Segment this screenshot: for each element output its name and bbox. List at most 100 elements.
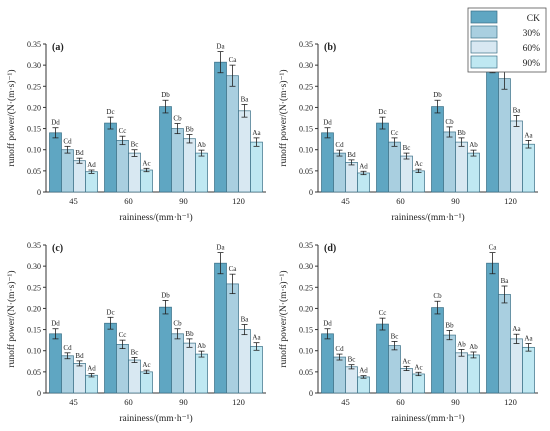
significance-label: Db [161, 291, 170, 299]
x-tick-label: 90 [451, 196, 460, 206]
legend-swatch [470, 25, 498, 39]
significance-label: Aa [524, 131, 533, 139]
bar [498, 78, 511, 193]
significance-label: Bc [131, 141, 139, 149]
significance-label: Cc [391, 129, 399, 137]
bar [195, 152, 208, 193]
bar [171, 333, 184, 394]
x-axis-title: raininess/(mm·h⁻¹) [391, 212, 464, 223]
y-tick-label: 0.15 [27, 326, 41, 335]
y-tick-label: 0.15 [299, 125, 313, 134]
bar [357, 376, 370, 394]
legend-swatch [470, 55, 498, 69]
x-tick-label: 60 [396, 196, 405, 206]
significance-label: Bb [185, 125, 194, 133]
bar [104, 122, 117, 193]
y-tick-label: 0.30 [299, 262, 313, 271]
bar [238, 329, 251, 394]
significance-label: Da [216, 244, 225, 252]
bar [85, 171, 98, 193]
bar [443, 334, 456, 394]
y-axis-title: runoff power/(N·(m·s)⁻¹) [6, 270, 17, 367]
x-tick-label: 45 [69, 397, 78, 407]
x-tick-label: 120 [504, 196, 517, 206]
significance-label: Dc [106, 108, 114, 116]
bar [128, 359, 141, 394]
significance-label: Bc [391, 332, 399, 340]
significance-label: Ac [402, 357, 410, 365]
significance-label: Db [433, 91, 442, 99]
bar [522, 143, 535, 193]
significance-label: Cc [379, 309, 387, 317]
significance-label: Cc [119, 331, 127, 339]
x-tick-label: 90 [179, 397, 188, 407]
bar [467, 354, 480, 394]
significance-label: Cd [335, 345, 344, 353]
bar [104, 322, 117, 394]
y-tick-label: 0.10 [299, 146, 313, 155]
x-tick-label: 90 [179, 196, 188, 206]
bar [412, 373, 425, 394]
bar [467, 152, 480, 193]
significance-label: Ad [87, 161, 96, 169]
significance-label: Dd [51, 119, 60, 127]
y-tick-label: 0.30 [27, 61, 41, 70]
significance-label: Cb [433, 292, 442, 300]
legend-label: 90% [523, 59, 541, 69]
significance-label: Bb [185, 330, 194, 338]
bar [73, 363, 86, 394]
chart-panel-a: 0 0.05 0.10 0.15 0.20 0.25 0.30 0.35 (a) rainines… [6, 40, 266, 223]
bar [431, 307, 444, 394]
bar [116, 344, 129, 394]
bar [455, 141, 468, 193]
y-tick-label: 0.10 [27, 347, 41, 356]
bar [486, 61, 499, 193]
bar [61, 149, 74, 193]
bar [195, 353, 208, 394]
bar [400, 368, 413, 394]
significance-label: Ac [414, 160, 422, 168]
x-tick-label: 120 [504, 397, 517, 407]
x-axis-title: raininess/(mm·h⁻¹) [391, 413, 464, 424]
bar [61, 355, 74, 394]
significance-label: Bc [348, 356, 356, 364]
significance-label: Ca [229, 265, 238, 273]
y-tick-label: 0.35 [299, 241, 313, 250]
y-tick-label: 0 [37, 389, 41, 398]
bar [388, 345, 401, 394]
significance-label: Aa [524, 335, 533, 343]
bar [116, 140, 129, 193]
bar [498, 294, 511, 394]
significance-label: Db [161, 91, 170, 99]
bar [171, 128, 184, 193]
x-tick-label: 60 [124, 196, 133, 206]
legend: CK 30% 60% 90% [467, 7, 547, 73]
y-tick-label: 0.25 [27, 82, 41, 91]
y-tick-label: 0.05 [299, 167, 313, 176]
y-axis-title: runoff power/(N·(m·s)⁻¹) [6, 69, 17, 166]
bar [388, 141, 401, 193]
chart-panel-c: 0 0.05 0.10 0.15 0.20 0.25 0.30 0.35 (c) rainines… [6, 241, 266, 424]
significance-label: Cb [173, 320, 182, 328]
bar [159, 106, 172, 193]
x-tick-label: 120 [232, 397, 245, 407]
legend-label: 60% [523, 44, 541, 54]
y-tick-label: 0 [309, 188, 313, 197]
significance-label: Dd [51, 320, 60, 328]
significance-label: Dd [323, 119, 332, 127]
significance-label: Ad [359, 367, 368, 375]
bar [321, 132, 334, 193]
y-tick-label: 0.15 [299, 326, 313, 335]
significance-label: Ad [359, 162, 368, 170]
bar [128, 152, 141, 193]
y-tick-label: 0.05 [299, 368, 313, 377]
bar [376, 323, 389, 394]
significance-label: Ba [513, 106, 522, 114]
significance-label: Aa [252, 129, 261, 137]
significance-label: Aa [252, 334, 261, 342]
bar [376, 122, 389, 193]
bar [183, 138, 196, 193]
bar [85, 374, 98, 394]
significance-label: Cd [63, 137, 72, 145]
bar [238, 110, 251, 193]
